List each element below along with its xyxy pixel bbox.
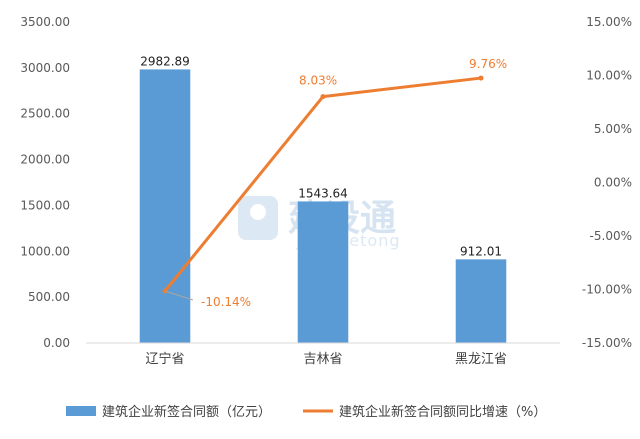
y-left-tick-label: 2000.00 — [20, 153, 70, 167]
x-axis: 辽宁省 吉林省 黑龙江省 — [86, 342, 560, 367]
y-left-tick-label: 1000.00 — [20, 244, 70, 258]
y-right-tick-label: 0.00% — [594, 176, 632, 190]
x-tick-label: 辽宁省 — [145, 351, 184, 367]
line-data-label: 8.03% — [299, 74, 337, 88]
leader-line — [164, 290, 194, 301]
x-tick-label: 黑龙江省 — [455, 352, 507, 367]
y-left-tick-label: 0.00 — [43, 336, 70, 350]
legend: 建筑企业新签合同额（亿元） 建筑企业新签合同额同比增速（%） — [66, 404, 546, 420]
y-right-tick-label: 15.00% — [586, 15, 632, 29]
y-left-tick-label: 2500.00 — [20, 107, 70, 121]
line-data-label: -10.14% — [201, 295, 251, 309]
right-axis: -15.00% -10.00% -5.00% 0.00% 5.00% 10.00% 15.0… — [582, 15, 632, 350]
line-data-label: 9.76% — [469, 57, 507, 71]
bar — [455, 259, 507, 343]
y-left-tick-label: 3000.00 — [20, 61, 70, 75]
line-point — [320, 94, 326, 100]
x-tick-label: 吉林省 — [303, 352, 342, 367]
legend-label-line: 建筑企业新签合同额同比增速（%） — [339, 404, 546, 420]
y-right-tick-label: -15.00% — [582, 336, 632, 350]
line-series: -10.14% 8.03% 9.76% — [162, 57, 507, 309]
bar — [297, 201, 349, 343]
y-left-tick-label: 500.00 — [28, 290, 70, 304]
watermark-logo-head-icon — [250, 204, 266, 220]
bar-data-label: 2982.89 — [140, 54, 190, 68]
line-point — [478, 75, 484, 81]
y-left-tick-label: 3500.00 — [20, 15, 70, 29]
y-right-tick-label: -5.00% — [590, 229, 632, 243]
y-right-tick-label: 5.00% — [594, 122, 632, 136]
bar — [139, 69, 191, 343]
bar-data-label: 912.01 — [460, 244, 502, 258]
bar-data-label: 1543.64 — [298, 186, 348, 200]
legend-swatch-bar — [66, 406, 96, 416]
bar-series: 2982.89 1543.64 912.01 — [139, 54, 507, 343]
left-axis: 0.00 500.00 1000.00 1500.00 2000.00 2500.00 30… — [20, 15, 70, 350]
y-right-tick-label: 10.00% — [586, 69, 632, 83]
y-right-tick-label: -10.00% — [582, 283, 632, 297]
legend-label-bar: 建筑企业新签合同额（亿元） — [102, 404, 271, 420]
y-left-tick-label: 1500.00 — [20, 198, 70, 212]
